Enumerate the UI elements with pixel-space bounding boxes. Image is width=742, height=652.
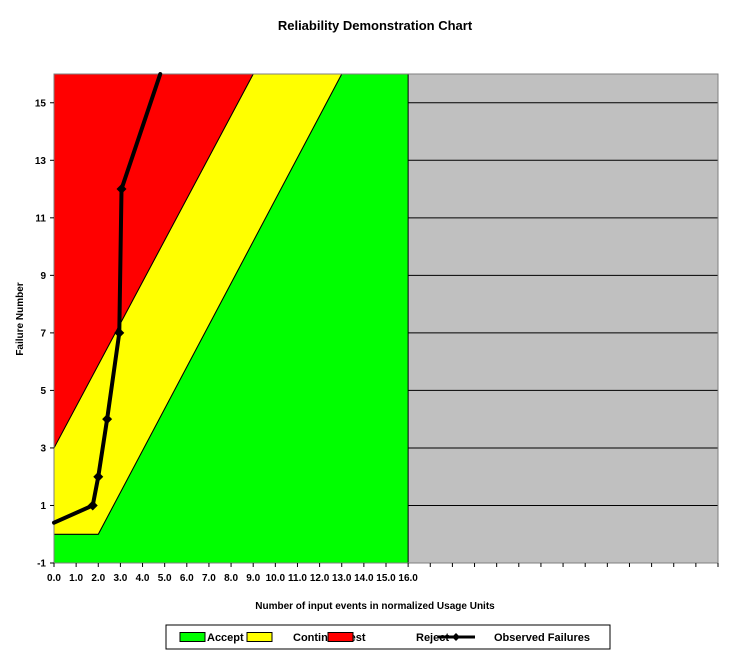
y-axis-label: Failure Number: [15, 282, 26, 355]
x-tick-label: 2.0: [91, 573, 105, 584]
data-point: [93, 471, 104, 482]
legend-label: Observed Failures: [494, 632, 590, 644]
y-tick-label: 11: [35, 213, 46, 224]
legend-box: [165, 624, 611, 650]
chart-title: Reliability Demonstration Chart: [278, 18, 473, 33]
y-tick-label: 9: [40, 271, 46, 282]
x-tick-label: 6.0: [180, 573, 194, 584]
legend-swatch: [179, 632, 206, 642]
x-tick-label: 9.0: [246, 573, 260, 584]
x-tick-label: 11.0: [288, 573, 307, 584]
data-point: [114, 327, 125, 338]
x-tick-label: 12.0: [310, 573, 330, 584]
x-tick-label: 13.0: [332, 573, 352, 584]
x-tick-label: 15.0: [376, 573, 396, 584]
legend-swatch: [246, 632, 273, 642]
data-point: [116, 184, 127, 195]
legend-item-reject: Reject: [327, 632, 449, 644]
data-point: [102, 414, 113, 425]
legend-item-accept: Accept: [179, 632, 244, 644]
x-tick-label: 10.0: [266, 573, 286, 584]
legend-label: Reject: [416, 632, 449, 644]
legend-item-observed-failures: Observed Failures: [438, 632, 590, 644]
y-tick-label: 5: [40, 386, 46, 397]
legend: Accept Continue Test Reject Observed Failur…: [165, 624, 611, 650]
x-tick-label: 8.0: [224, 573, 238, 584]
legend-marker: [452, 633, 460, 641]
data-point: [87, 500, 98, 511]
y-tick-label: 1: [40, 501, 46, 512]
x-tick-label: 1.0: [69, 573, 83, 584]
y-tick-label: 15: [35, 98, 47, 109]
y-tick-label: -1: [37, 559, 46, 570]
x-tick-label: 14.0: [354, 573, 374, 584]
x-tick-label: 3.0: [113, 573, 127, 584]
y-tick-label: 13: [35, 156, 47, 167]
legend-label: Accept: [207, 632, 244, 644]
x-tick-label: 16.0: [398, 573, 418, 584]
x-axis-label: Number of input events in normalized Usa…: [255, 601, 495, 612]
x-tick-label: 0.0: [47, 573, 61, 584]
x-tick-label: 5.0: [158, 573, 172, 584]
y-tick-label: 3: [40, 443, 46, 454]
y-tick-label: 7: [40, 328, 46, 339]
plot-area: 0.0 1.0 2.0 3.0 4.0 5.0 6.0 7.0 8.0 9.0 10.0 11.0 12…: [35, 72, 719, 584]
x-tick-label: 7.0: [202, 573, 216, 584]
x-tick-label: 4.0: [136, 573, 150, 584]
legend-swatch: [327, 632, 354, 642]
